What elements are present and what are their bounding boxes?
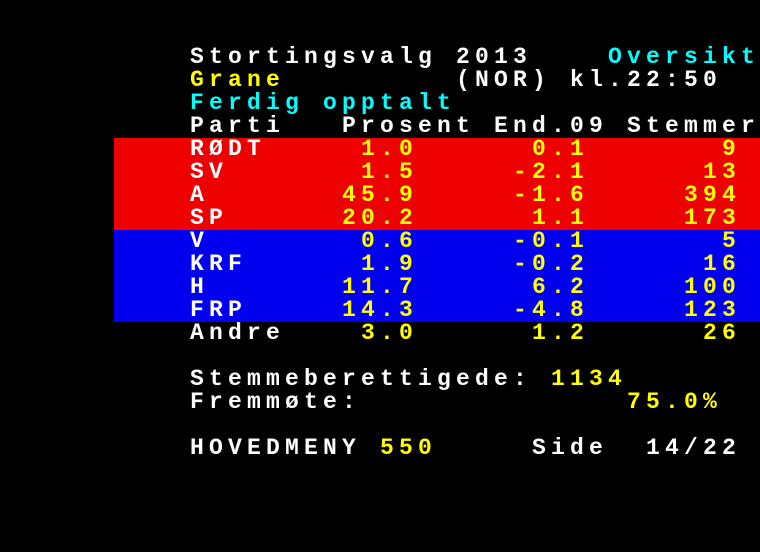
percent-value: 3.0 xyxy=(361,320,419,346)
red-block-background xyxy=(114,138,760,230)
change-value: 0.1 xyxy=(532,136,590,162)
result-row: Andre 3.0 1.2 26 xyxy=(0,322,760,345)
footer-row: HOVEDMENY 550 Side 14/22 xyxy=(0,437,760,460)
result-row: SV 1.5 -2.1 13 xyxy=(0,161,760,184)
result-row: H 11.7 6.2 100 xyxy=(0,276,760,299)
result-row: FRP 14.3 -4.8 123 xyxy=(0,299,760,322)
change-value: 1.1 xyxy=(532,205,590,231)
votes-value: 173 xyxy=(684,205,742,231)
column-header-party: Parti xyxy=(190,113,286,139)
votes-value: 100 xyxy=(684,274,742,300)
votes-value: 394 xyxy=(684,182,742,208)
percent-value: 14.3 xyxy=(342,297,419,323)
party-name: FRP xyxy=(190,297,248,323)
percent-value: 45.9 xyxy=(342,182,419,208)
votes-value: 26 xyxy=(703,320,742,346)
votes-value: 5 xyxy=(722,228,742,254)
result-row: RØDT 1.0 0.1 9 xyxy=(0,138,760,161)
change-value: -4.8 xyxy=(513,297,590,323)
party-name: SV xyxy=(190,159,229,185)
page-label: Side xyxy=(532,435,609,461)
column-header-change: End.09 xyxy=(494,113,609,139)
party-name: SP xyxy=(190,205,229,231)
result-row: V 0.6 -0.1 5 xyxy=(0,230,760,253)
party-name: V xyxy=(190,228,210,254)
turnout-row: Fremmøte: 75.0% xyxy=(0,391,760,414)
count-status: Ferdig opptalt xyxy=(190,90,457,116)
change-value: -1.6 xyxy=(513,182,590,208)
votes-value: 123 xyxy=(684,297,742,323)
party-name: KRF xyxy=(190,251,248,277)
title-row: Stortingsvalg 2013 Oversikt xyxy=(0,46,760,69)
percent-value: 1.0 xyxy=(361,136,419,162)
turnout-label: Fremmøte: xyxy=(190,389,362,415)
percent-value: 0.6 xyxy=(361,228,419,254)
percent-value: 1.5 xyxy=(361,159,419,185)
percent-value: 1.9 xyxy=(361,251,419,277)
municipality-name: Grane xyxy=(190,67,286,93)
table-header-row: Parti Prosent End.09 Stemmer xyxy=(0,115,760,138)
location-row: Grane (NOR) kl.22:50 xyxy=(0,69,760,92)
party-name: Andre xyxy=(190,320,286,346)
eligible-value: 1134 xyxy=(551,366,628,392)
votes-value: 16 xyxy=(703,251,742,277)
clock-label: kl.22:50 xyxy=(570,67,723,93)
main-menu-label: HOVEDMENY xyxy=(190,435,362,461)
change-value: -2.1 xyxy=(513,159,590,185)
page-title: Stortingsvalg 2013 xyxy=(190,44,533,70)
eligible-row: Stemmeberettigede: 1134 xyxy=(0,368,760,391)
change-value: 1.2 xyxy=(532,320,590,346)
page-indicator: 14/22 xyxy=(646,435,742,461)
column-header-percent: Prosent xyxy=(342,113,476,139)
change-value: -0.1 xyxy=(513,228,590,254)
votes-value: 13 xyxy=(703,159,742,185)
turnout-value: 75.0% xyxy=(627,389,723,415)
view-label: Oversikt xyxy=(608,44,760,70)
blue-block-background xyxy=(114,230,760,322)
percent-value: 11.7 xyxy=(342,274,419,300)
result-row: SP 20.2 1.1 173 xyxy=(0,207,760,230)
result-row: A 45.9 -1.6 394 xyxy=(0,184,760,207)
percent-value: 20.2 xyxy=(342,205,419,231)
column-header-votes: Stemmer xyxy=(627,113,760,139)
change-value: -0.2 xyxy=(513,251,590,277)
party-name: H xyxy=(190,274,210,300)
status-row: Ferdig opptalt xyxy=(0,92,760,115)
party-name: RØDT xyxy=(190,136,267,162)
party-name: A xyxy=(190,182,210,208)
eligible-label: Stemmeberettigede: xyxy=(190,366,533,392)
change-value: 6.2 xyxy=(532,274,590,300)
result-row: KRF 1.9 -0.2 16 xyxy=(0,253,760,276)
main-menu-page-number: 550 xyxy=(380,435,438,461)
country-code: (NOR) xyxy=(456,67,552,93)
votes-value: 9 xyxy=(722,136,742,162)
